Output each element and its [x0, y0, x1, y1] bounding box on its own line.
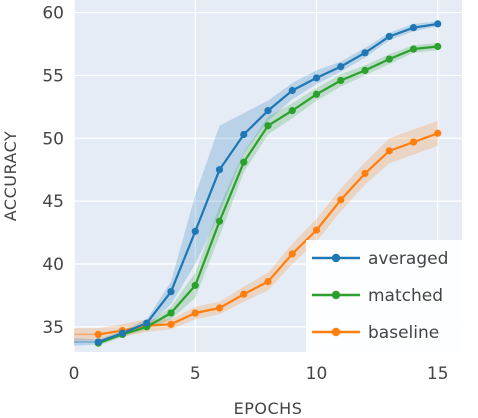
legend-swatch-marker: [331, 327, 341, 337]
legend-swatch-marker: [331, 290, 341, 300]
x-tick-label: 0: [69, 364, 80, 384]
x-tick-label: 5: [190, 364, 201, 384]
matched-point: [385, 55, 393, 63]
x-tick-label: 10: [306, 364, 328, 384]
averaged-point: [361, 49, 369, 57]
averaged-point: [288, 86, 296, 95]
matched-point: [361, 66, 369, 74]
y-tick-label: 35: [42, 318, 64, 338]
y-tick-label: 40: [42, 255, 64, 275]
x-axis-title: EPOCHS: [234, 399, 303, 418]
averaged-point: [312, 74, 321, 82]
matched-point: [409, 45, 418, 53]
y-tick-label: 60: [42, 4, 64, 24]
matched-point: [191, 281, 199, 289]
matched-point: [288, 107, 296, 115]
averaged-point: [191, 227, 199, 235]
legend-item-baseline[interactable]: baseline: [312, 323, 439, 343]
legend-item-matched[interactable]: matched: [312, 286, 443, 306]
baseline-point: [167, 320, 175, 328]
baseline-band: [74, 120, 438, 341]
legend-item-averaged[interactable]: averaged: [312, 249, 448, 269]
baseline-point: [215, 304, 224, 312]
baseline-point: [312, 226, 321, 234]
y-tick-label: 50: [42, 129, 64, 149]
baseline-point: [240, 290, 248, 298]
y-tick-label: 55: [42, 66, 64, 86]
matched-point: [240, 158, 248, 166]
averaged-point: [167, 288, 175, 296]
averaged-point: [337, 63, 345, 71]
averaged-point: [264, 107, 272, 115]
averaged-point: [240, 130, 248, 139]
averaged-point: [143, 319, 151, 327]
averaged-point: [409, 24, 418, 32]
averaged-point: [434, 20, 442, 28]
x-tick-labels: 0 5 10 15: [69, 364, 449, 384]
legend-label: averaged: [368, 249, 448, 269]
baseline-point: [361, 169, 369, 178]
averaged-point: [118, 329, 127, 337]
y-axis-title: ACCURACY: [1, 131, 20, 222]
baseline-point: [434, 129, 442, 137]
legend-label: matched: [368, 286, 443, 306]
matched-point: [312, 90, 321, 98]
matched-point: [434, 42, 442, 51]
matched-point: [167, 309, 175, 317]
matched-point: [215, 217, 224, 225]
series-points: [94, 20, 442, 347]
baseline-point: [288, 250, 296, 258]
y-tick-labels: 35 40 45 50 55 60: [42, 4, 64, 338]
legend[interactable]: averaged matched baseline: [306, 240, 472, 352]
legend-label: baseline: [368, 323, 439, 343]
baseline-point: [385, 147, 393, 155]
x-tick-label: 15: [427, 364, 449, 384]
baseline-point: [337, 196, 345, 204]
legend-swatch-marker: [331, 253, 341, 263]
baseline-point: [191, 309, 199, 317]
y-tick-label: 45: [42, 192, 64, 212]
baseline-point: [94, 330, 102, 338]
averaged-point: [215, 166, 224, 174]
averaged-point: [94, 338, 102, 346]
matched-point: [264, 122, 272, 130]
matched-point: [337, 76, 345, 85]
gridlines: [73, 0, 462, 352]
confidence-bands: [74, 21, 438, 346]
averaged-point: [385, 32, 393, 41]
baseline-point: [409, 138, 418, 146]
baseline-point: [264, 278, 272, 286]
